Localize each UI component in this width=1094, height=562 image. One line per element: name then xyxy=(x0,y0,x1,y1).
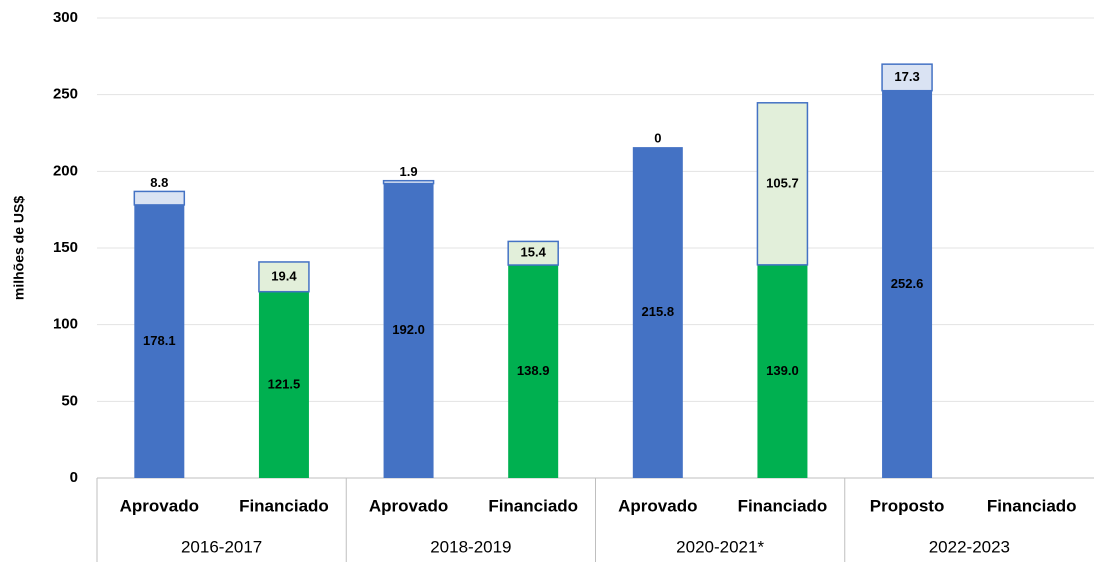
group-label: 2018-2019 xyxy=(430,537,511,556)
y-tick-label: 100 xyxy=(53,316,78,333)
value-label: 121.5 xyxy=(268,376,301,391)
bar-segment xyxy=(882,90,933,479)
y-tick-label: 250 xyxy=(53,86,78,103)
bar-segment xyxy=(756,102,809,266)
bar-segment xyxy=(881,63,933,92)
value-label: 192.0 xyxy=(392,322,425,337)
bar-segment xyxy=(757,264,808,478)
y-tick-label: 150 xyxy=(53,239,78,256)
x-tick-label: Financiado xyxy=(488,496,578,515)
y-tick-label: 0 xyxy=(70,469,78,486)
group-label: 2022-2023 xyxy=(929,537,1010,556)
x-tick-label: Aprovado xyxy=(618,496,697,515)
bar-segment xyxy=(133,190,186,206)
value-label: 215.8 xyxy=(642,304,675,319)
value-label: 15.4 xyxy=(521,245,547,260)
y-tick-label: 50 xyxy=(61,392,78,409)
group-label: 2016-2017 xyxy=(181,537,262,556)
bar-segment xyxy=(508,265,559,478)
group-label: 2020-2021* xyxy=(676,537,764,556)
x-tick-label: Financiado xyxy=(987,496,1077,515)
bar-segment xyxy=(632,147,683,478)
bar-segment xyxy=(258,261,310,293)
x-tick-label: Aprovado xyxy=(369,496,448,515)
y-axis-label: milhões de US$ xyxy=(11,196,27,300)
x-tick-label: Financiado xyxy=(738,496,828,515)
x-tick-label: Proposto xyxy=(870,496,945,515)
bar-segment xyxy=(258,291,309,478)
value-label: 105.7 xyxy=(766,175,799,190)
bar-segment xyxy=(507,240,559,266)
value-label: 19.4 xyxy=(271,268,297,283)
value-label: 178.1 xyxy=(143,333,176,348)
value-label: 17.3 xyxy=(894,69,919,84)
bar-segment xyxy=(134,204,185,478)
bar-segment xyxy=(382,179,435,185)
value-label: 139.0 xyxy=(766,363,799,378)
value-label: 8.8 xyxy=(150,175,168,190)
bar-segment xyxy=(383,183,434,478)
y-tick-label: 200 xyxy=(53,162,78,179)
y-tick-label: 300 xyxy=(53,9,78,26)
value-label: 138.9 xyxy=(517,363,550,378)
x-tick-label: Financiado xyxy=(239,496,329,515)
value-label: 252.6 xyxy=(891,276,924,291)
value-label: 1.9 xyxy=(400,164,418,179)
value-label: 0 xyxy=(654,131,661,146)
x-tick-label: Aprovado xyxy=(120,496,199,515)
